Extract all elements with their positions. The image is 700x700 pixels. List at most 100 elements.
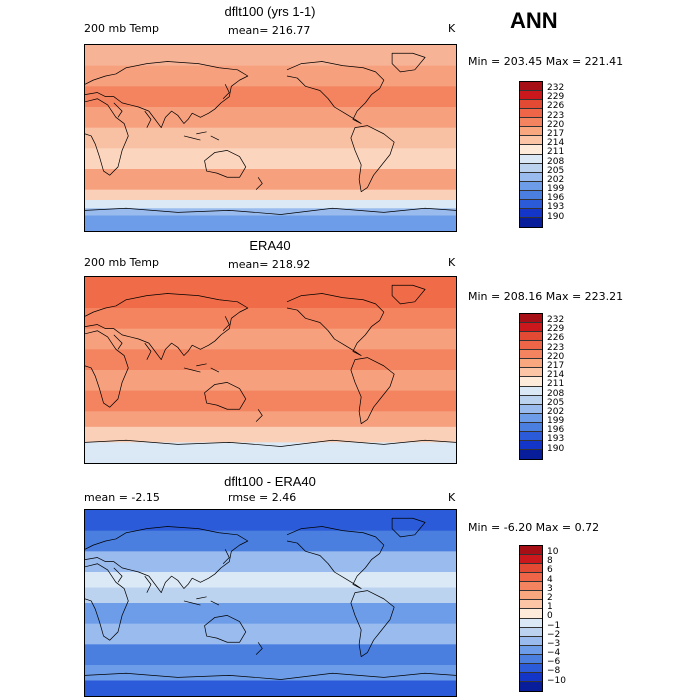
colorbar-swatch [520,431,542,441]
colorbar-tick-label: −6 [547,657,561,668]
colorbar-tick-label: 8 [547,556,553,567]
colorbar-tick-label: 205 [547,397,565,408]
panel-1-colorbar [519,81,543,228]
field-band [85,623,456,645]
colorbar-tick-label: 190 [547,211,565,222]
field-band [85,127,456,149]
colorbar-swatch [520,591,542,601]
panel-3-map [84,509,457,697]
colorbar-swatch [520,82,542,92]
colorbar-swatch [520,440,542,450]
colorbar-swatch [520,618,542,628]
coastline [85,563,129,641]
colorbar-swatch [520,190,542,200]
coastline [286,293,385,356]
colorbar-tick-label: −3 [547,638,561,649]
colorbar-tick-label: 211 [547,147,565,158]
colorbar-swatch [520,564,542,574]
panel-3-minmax: Min = -6.20 Max = 0.72 [468,521,600,534]
panel-2-colorbar-ticks: 232 229 226 223 220 217 214 211 208 205 202 199 196 1… [547,315,565,454]
coastline [204,150,247,178]
panel-3-colorbar-ticks: 10 8 6 4 3 2 1 0 −1 −2 −3 −4 −6 −8 −10 [547,547,566,686]
colorbar-tick-label: 6 [547,565,553,576]
field-band [85,530,456,552]
colorbar-swatch [520,582,542,592]
colorbar-swatch [520,681,542,691]
coastline [350,125,395,193]
field-band [85,169,456,191]
colorbar-swatch [520,181,542,191]
panel-3-rmse-label: rmse = 2.46 [228,491,297,504]
coastline [85,207,456,215]
colorbar-tick-label: 223 [547,110,565,121]
colorbar-tick-label: 220 [547,119,565,130]
colorbar-tick-label: 208 [547,388,565,399]
panel-2-map-svg [85,277,456,463]
field-band [85,107,456,129]
field-band [85,442,456,463]
field-band [85,277,456,309]
colorbar-swatch [520,208,542,218]
field-band [85,390,456,412]
colorbar-tick-label: −2 [547,629,561,640]
colorbar-tick-label: 199 [547,416,565,427]
colorbar-swatch [520,377,542,387]
colorbar-tick-label: 196 [547,425,565,436]
coastline [85,293,249,361]
colorbar-tick-label: 229 [547,92,565,103]
colorbar-tick-label: −10 [547,675,566,686]
panel-2-minmax: Min = 208.16 Max = 223.21 [468,290,624,303]
colorbar-tick-label: 232 [547,315,565,325]
coastline [286,526,385,589]
colorbar-tick-label: 223 [547,342,565,353]
panel-2-map [84,276,457,464]
colorbar-tick-label: 220 [547,351,565,362]
field-band [85,603,456,625]
colorbar-tick-label: 4 [547,574,553,585]
colorbar-swatch [520,350,542,360]
field-band [85,680,456,696]
coastline [85,330,129,408]
coastline [183,131,220,141]
coastline [222,316,230,331]
season-label: ANN [510,8,558,33]
colorbar-tick-label: 208 [547,156,565,167]
panel-1-colorbar-ticks: 232 229 226 223 220 217 214 211 208 205 202 199 196 1… [547,83,565,222]
colorbar-swatch [520,199,542,209]
colorbar-tick-label: 193 [547,434,565,445]
colorbar-swatch [520,118,542,128]
field-band [85,215,456,231]
field-band [85,411,456,428]
panel-3-colorbar [519,545,543,692]
coastline [113,567,152,593]
colorbar-swatch [520,154,542,164]
colorbar-tick-label: 205 [547,165,565,176]
colorbar-tick-label: −4 [547,648,561,659]
panel-3-title: dflt100 - ERA40 [224,474,316,489]
colorbar-swatch [520,636,542,646]
colorbar-tick-label: 214 [547,370,565,381]
colorbar-swatch [520,413,542,423]
colorbar-tick-label: 202 [547,406,565,417]
coastline [204,615,247,643]
panel-1-minmax: Min = 203.45 Max = 221.41 [468,55,624,68]
colorbar-tick-label: 2 [547,592,553,603]
colorbar-swatch [520,404,542,414]
field-band [85,665,456,682]
colorbar-swatch [520,323,542,333]
coastline [113,102,152,128]
field-band [85,572,456,589]
colorbar-tick-label: 193 [547,202,565,213]
field-band [85,308,456,330]
colorbar-swatch [520,127,542,137]
field-band [85,426,456,443]
colorbar-swatch [520,449,542,459]
colorbar-tick-label: 199 [547,184,565,195]
coastline [286,61,385,124]
panel-2-colorbar [519,313,543,460]
coastline [113,334,152,360]
panel-3-mean-label: mean = -2.15 [84,491,160,504]
colorbar-tick-label: −1 [547,620,561,631]
colorbar-tick-label: 1 [547,602,553,613]
field-band [85,208,456,217]
